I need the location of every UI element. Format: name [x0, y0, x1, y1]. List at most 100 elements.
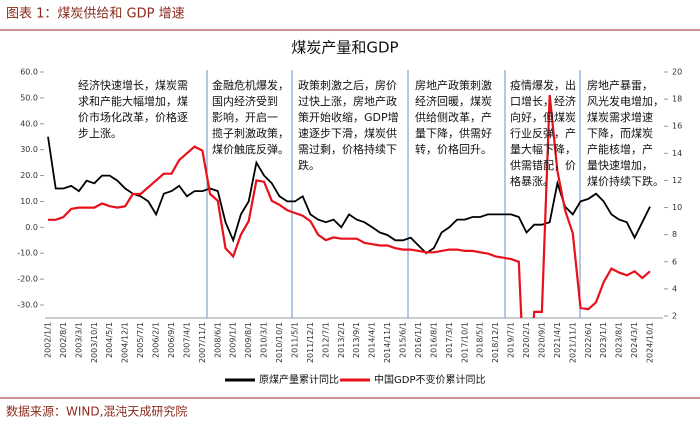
y-tick-label: 20.0 — [20, 171, 38, 180]
y-tick-label: 10.0 — [20, 197, 38, 206]
x-tick-label: 2003/3/1 — [74, 322, 83, 358]
x-tick-label: 2015/6/1 — [399, 322, 408, 358]
x-tick-label: 2013/2/1 — [337, 322, 346, 358]
y-tick-label: -20.0 — [17, 275, 38, 284]
y-tick-label: 30.0 — [20, 145, 38, 154]
legend-label: 中国GDP不变价累计同比 — [374, 373, 485, 386]
y2-tick-label: 8 — [672, 230, 677, 239]
annotation: 跌。 — [298, 158, 320, 172]
annotation: 产能核增，产 — [587, 142, 653, 156]
annotation: 量下降，供需好 — [415, 126, 492, 140]
annotation: 转，价格回升。 — [415, 142, 492, 156]
x-tick-label: 2002/8/1 — [59, 322, 68, 358]
annotation: 供给侧改革，产 — [415, 110, 492, 124]
annotation: 口增长，经济 — [510, 94, 576, 108]
x-tick-label: 2018/12/1 — [491, 322, 500, 363]
y2-tick-label: 18 — [672, 95, 682, 104]
x-tick-label: 2010/10/1 — [275, 322, 284, 363]
annotation: 揽子刺激政策， — [212, 126, 289, 140]
x-tick-label: 2016/1/1 — [414, 322, 423, 358]
x-tick-label: 2009/1/1 — [229, 322, 238, 358]
x-tick-label: 2006/2/1 — [152, 322, 161, 358]
x-tick-label: 2011/5/1 — [290, 322, 299, 358]
series-line — [47, 136, 651, 255]
x-tick-label: 2008/6/1 — [213, 322, 222, 358]
annotation: 量大幅下降， — [510, 142, 576, 156]
x-tick-label: 2021/4/1 — [553, 322, 562, 358]
x-tick-label: 2002/1/1 — [44, 322, 53, 358]
x-tick-label: 2017/3/1 — [445, 322, 454, 358]
y-tick-label: -10.0 — [17, 249, 38, 258]
y-tick-label: 60.0 — [20, 68, 38, 77]
x-tick-label: 2020/2/1 — [522, 322, 531, 358]
legend-label: 原煤产量累计同比 — [259, 373, 339, 386]
annotation: 金融危机爆发， — [212, 78, 289, 92]
x-tick-label: 2010/3/1 — [260, 322, 269, 358]
x-tick-label: 2003/10/1 — [90, 322, 99, 363]
annotation: 风光发电增加， — [587, 94, 664, 108]
annotation: 房地产暴雷， — [587, 78, 653, 92]
x-tick-label: 2004/12/1 — [121, 322, 130, 363]
annotation: 向好，但煤炭 — [510, 110, 576, 124]
x-tick-label: 2009/8/1 — [244, 322, 253, 358]
annotation: 政策刺激之后，房价 — [298, 78, 397, 92]
x-tick-label: 2017/10/1 — [460, 322, 469, 363]
annotation: 经济回暖，煤炭 — [415, 94, 492, 108]
x-tick-label: 2024/3/1 — [630, 322, 639, 358]
annotation: 速逐步下滑，煤炭供 — [298, 126, 397, 140]
source: 数据来源：WIND,混沌天成研究院 — [6, 404, 187, 419]
x-tick-label: 2023/1/1 — [599, 322, 608, 358]
x-tick-label: 2020/9/1 — [537, 322, 546, 358]
y2-tick-label: 2 — [672, 312, 677, 321]
annotation: 煤价持续下跌。 — [587, 174, 664, 188]
annotation: 量快速增加， — [587, 158, 653, 172]
x-tick-label: 2012/7/1 — [321, 322, 330, 358]
x-tick-label: 2019/7/1 — [507, 322, 516, 358]
y2-tick-label: 16 — [672, 122, 682, 131]
annotation: 疫情爆发，出 — [510, 78, 576, 92]
x-tick-label: 2021/11/1 — [568, 322, 577, 363]
x-tick-label: 2014/4/1 — [368, 322, 377, 358]
x-tick-label: 2014/11/1 — [383, 322, 392, 363]
series-line — [48, 94, 651, 318]
annotation: 格暴涨。 — [510, 174, 554, 188]
y2-tick-label: 10 — [672, 203, 682, 212]
y-tick-label: 50.0 — [20, 93, 38, 102]
annotation: 行业反弹，产 — [510, 126, 576, 140]
x-tick-label: 2007/11/1 — [198, 322, 207, 363]
x-tick-label: 2024/10/1 — [646, 322, 655, 363]
x-tick-label: 2018/5/1 — [476, 322, 485, 358]
x-tick-label: 2006/9/1 — [167, 322, 176, 358]
annotation: 煤炭需求增速 — [587, 110, 653, 124]
y-tick-label: 40.0 — [20, 119, 38, 128]
y2-tick-label: 14 — [672, 149, 682, 158]
y-tick-label: 0.0 — [25, 223, 38, 232]
annotation: 价市场化改革，价格逐 — [78, 110, 188, 124]
x-tick-label: 2013/9/1 — [352, 322, 361, 358]
annotation: 国内经济受到 — [212, 94, 278, 108]
annotation: 下降，而煤炭 — [587, 126, 653, 140]
annotation: 步上涨。 — [78, 127, 122, 140]
annotation: 经济快速增长，煤炭需 — [78, 78, 188, 92]
annotation: 房地产政策刺激 — [415, 78, 492, 92]
x-tick-label: 2011/12/1 — [306, 322, 315, 363]
y2-tick-label: 12 — [672, 176, 682, 185]
annotation: 煤价触底反弹。 — [212, 142, 289, 156]
y-tick-label: -30.0 — [17, 301, 38, 310]
annotation: 过快上涨，房地产政 — [298, 94, 397, 108]
y2-tick-label: 20 — [672, 68, 682, 77]
annotation: 策开始收缩，GDP增 — [298, 110, 399, 124]
y2-tick-label: 6 — [672, 257, 677, 266]
annotation: 影响，开启一 — [212, 111, 278, 124]
x-tick-label: 2007/4/1 — [182, 322, 191, 358]
annotation: 需过剩，价格持续下 — [298, 142, 397, 156]
annotation: 供需错配，价 — [510, 158, 576, 172]
x-tick-label: 2004/5/1 — [105, 322, 114, 358]
y2-tick-label: 4 — [672, 284, 677, 293]
x-tick-label: 2016/8/1 — [429, 322, 438, 358]
x-tick-label: 2023/8/1 — [615, 322, 624, 358]
header: 图表 1：煤炭供给和 GDP 增速 — [6, 7, 185, 22]
chart-title: 煤炭产量和GDP — [291, 39, 398, 57]
x-tick-label: 2022/6/1 — [584, 322, 593, 358]
